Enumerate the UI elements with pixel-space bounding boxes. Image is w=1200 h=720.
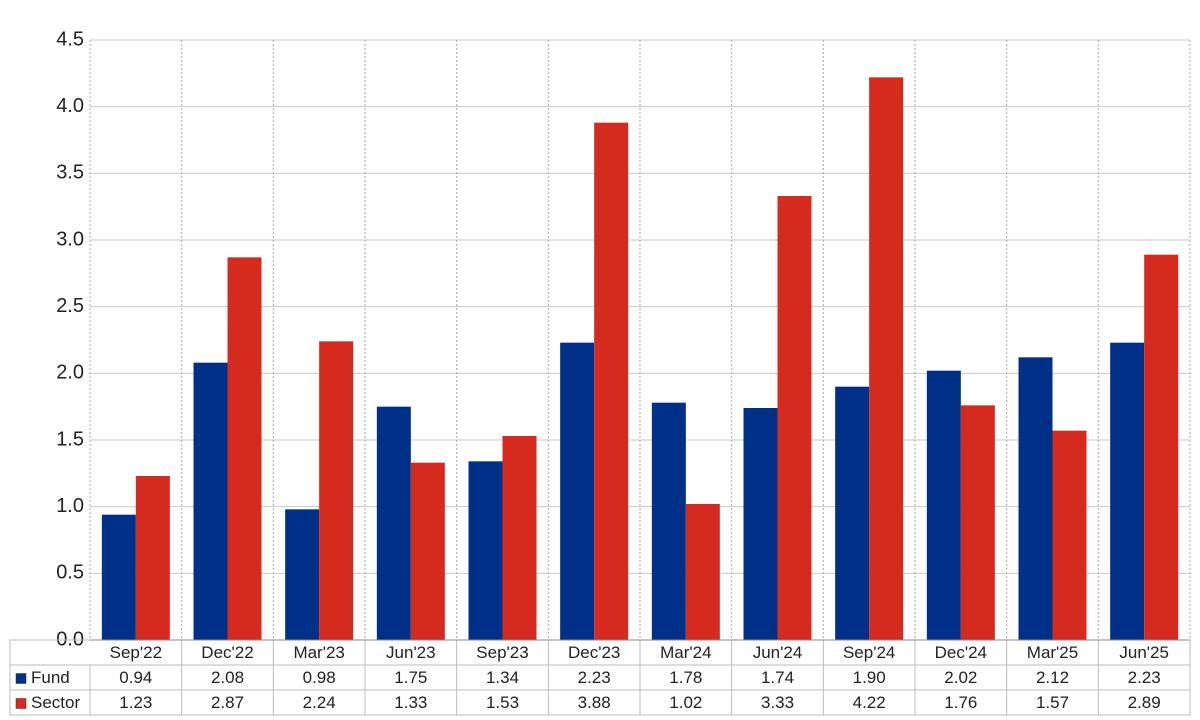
table-value: 0.94 xyxy=(119,668,152,687)
table-value: 2.89 xyxy=(1128,693,1161,712)
y-tick-label: 1.5 xyxy=(56,428,84,450)
x-tick-label: Sep'22 xyxy=(110,643,162,662)
y-tick-label: 1.0 xyxy=(56,495,84,517)
x-tick-label: Dec'24 xyxy=(935,643,987,662)
bar xyxy=(594,122,629,640)
bar xyxy=(1144,254,1179,640)
x-tick-label: Sep'24 xyxy=(843,643,895,662)
bar xyxy=(743,408,778,640)
bar xyxy=(926,370,961,640)
bar xyxy=(685,504,720,640)
table-value: 1.76 xyxy=(944,693,977,712)
x-tick-label: Mar'24 xyxy=(660,643,711,662)
table-value: 2.24 xyxy=(303,693,336,712)
bar xyxy=(960,405,995,640)
bar xyxy=(410,462,445,640)
y-tick-label: 4.5 xyxy=(56,28,84,50)
table-value: 3.88 xyxy=(578,693,611,712)
bar xyxy=(502,436,537,640)
table-value: 0.98 xyxy=(303,668,336,687)
bar xyxy=(101,514,136,640)
y-tick-label: 2.0 xyxy=(56,362,84,384)
table-value: 2.08 xyxy=(211,668,244,687)
table-value: 2.23 xyxy=(578,668,611,687)
x-tick-label: Sep'23 xyxy=(476,643,528,662)
table-value: 1.90 xyxy=(853,668,886,687)
y-tick-label: 4.0 xyxy=(56,95,84,117)
table-value: 1.34 xyxy=(486,668,519,687)
bar xyxy=(560,342,595,640)
legend-swatch xyxy=(15,673,27,684)
bar xyxy=(319,341,354,640)
y-tick-label: 3.0 xyxy=(56,228,84,250)
bar xyxy=(135,476,170,640)
table-value: 1.02 xyxy=(669,693,702,712)
x-tick-label: Jun'25 xyxy=(1119,643,1169,662)
y-tick-label: 2.5 xyxy=(56,295,84,317)
bar xyxy=(376,406,411,640)
x-tick-label: Dec'22 xyxy=(201,643,253,662)
table-value: 3.33 xyxy=(761,693,794,712)
bar xyxy=(835,386,870,640)
table-value: 2.12 xyxy=(1036,668,1069,687)
bar xyxy=(193,362,228,640)
legend-label: Fund xyxy=(31,668,70,687)
legend-label: Sector xyxy=(31,693,80,712)
table-value: 2.87 xyxy=(211,693,244,712)
table-value: 1.23 xyxy=(119,693,152,712)
table-value: 1.53 xyxy=(486,693,519,712)
legend-swatch xyxy=(15,698,27,709)
bar xyxy=(285,509,320,640)
x-tick-label: Mar'25 xyxy=(1027,643,1078,662)
bar xyxy=(651,402,686,640)
y-tick-label: 0.5 xyxy=(56,562,84,584)
x-tick-label: Dec'23 xyxy=(568,643,620,662)
table-value: 2.23 xyxy=(1128,668,1161,687)
table-value: 1.74 xyxy=(761,668,794,687)
y-tick-label: 3.5 xyxy=(56,162,84,184)
table-value: 1.75 xyxy=(394,668,427,687)
table-value: 1.33 xyxy=(394,693,427,712)
table-value: 1.78 xyxy=(669,668,702,687)
y-tick-label: 0.0 xyxy=(56,628,84,650)
bar xyxy=(1052,430,1087,640)
x-tick-label: Mar'23 xyxy=(293,643,344,662)
x-tick-label: Jun'23 xyxy=(386,643,436,662)
x-tick-label: Jun'24 xyxy=(753,643,803,662)
bar xyxy=(869,77,904,641)
bar xyxy=(1018,357,1053,640)
table-value: 2.02 xyxy=(944,668,977,687)
bar xyxy=(468,461,503,640)
table-value: 4.22 xyxy=(853,693,886,712)
bar xyxy=(777,196,812,640)
bar xyxy=(227,257,262,640)
table-value: 1.57 xyxy=(1036,693,1069,712)
bar xyxy=(1110,342,1145,640)
